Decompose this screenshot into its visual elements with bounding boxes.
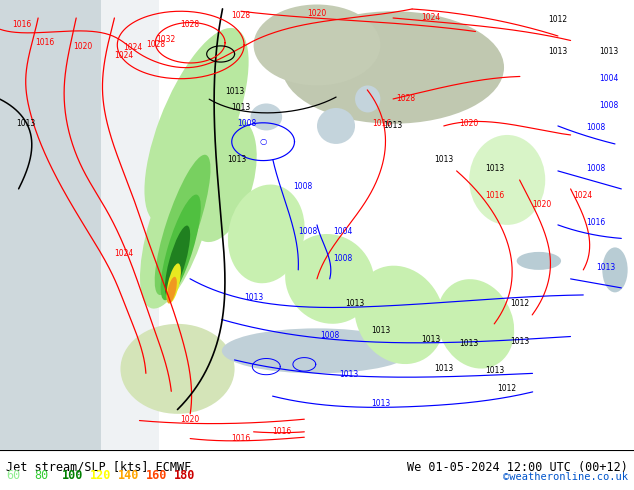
Text: ○: ○ (259, 137, 267, 146)
Text: 1013: 1013 (371, 326, 390, 335)
Text: 1013: 1013 (16, 119, 35, 128)
Ellipse shape (120, 324, 235, 414)
Text: 1013: 1013 (434, 364, 453, 373)
Text: 1032: 1032 (157, 35, 176, 44)
Text: 1013: 1013 (422, 335, 441, 344)
Text: 160: 160 (146, 469, 167, 482)
Text: 1024: 1024 (422, 13, 441, 22)
Ellipse shape (355, 85, 380, 112)
Text: 1024: 1024 (114, 249, 133, 258)
Text: 1012: 1012 (510, 299, 529, 308)
Text: 1016: 1016 (35, 38, 54, 47)
Text: 1024: 1024 (114, 51, 133, 60)
Ellipse shape (254, 4, 380, 85)
Ellipse shape (602, 247, 628, 293)
Text: 1013: 1013 (371, 399, 390, 408)
Text: 1013: 1013 (231, 103, 250, 112)
Text: 1016: 1016 (586, 218, 605, 227)
Text: 1004: 1004 (333, 227, 353, 236)
Text: 120: 120 (90, 469, 112, 482)
Text: 1028: 1028 (231, 11, 250, 20)
Ellipse shape (469, 135, 545, 225)
Text: ©weatheronline.co.uk: ©weatheronline.co.uk (503, 472, 628, 482)
Text: 1016: 1016 (273, 427, 292, 436)
Text: 180: 180 (174, 469, 195, 482)
Text: 1028: 1028 (181, 20, 200, 29)
Text: 1013: 1013 (227, 155, 246, 164)
Ellipse shape (160, 195, 201, 300)
Text: 1013: 1013 (346, 299, 365, 308)
Text: 1013: 1013 (599, 47, 618, 56)
Ellipse shape (145, 28, 249, 224)
Text: 1004: 1004 (599, 74, 618, 83)
Text: 1008: 1008 (599, 101, 618, 110)
Text: 1020: 1020 (307, 9, 327, 18)
Ellipse shape (165, 225, 190, 296)
Text: 1016: 1016 (373, 119, 392, 128)
Ellipse shape (228, 185, 305, 283)
Ellipse shape (167, 277, 177, 303)
Bar (0, 0, 158, 450)
Ellipse shape (354, 266, 444, 364)
Text: 1012: 1012 (548, 16, 567, 24)
Ellipse shape (167, 264, 181, 303)
Text: 60: 60 (6, 469, 20, 482)
Text: 1008: 1008 (293, 182, 312, 191)
Ellipse shape (250, 103, 282, 130)
Ellipse shape (517, 252, 561, 270)
Text: 1024: 1024 (124, 43, 143, 52)
Text: 140: 140 (118, 469, 139, 482)
Text: 1008: 1008 (586, 164, 605, 173)
Text: We 01-05-2024 12:00 UTC (00+12): We 01-05-2024 12:00 UTC (00+12) (407, 461, 628, 474)
Text: 1013: 1013 (485, 164, 504, 173)
Text: 1008: 1008 (298, 227, 317, 236)
Text: 1020: 1020 (73, 43, 92, 51)
Text: 1008: 1008 (320, 331, 339, 340)
Text: 1008: 1008 (586, 123, 605, 132)
Bar (0, 0, 101, 450)
Text: 1013: 1013 (225, 87, 244, 97)
Ellipse shape (222, 328, 412, 373)
Text: 80: 80 (34, 469, 48, 482)
Text: 1028: 1028 (396, 94, 415, 103)
Text: 1016: 1016 (485, 191, 504, 200)
Text: 1008: 1008 (333, 254, 352, 263)
Text: 1013: 1013 (596, 263, 615, 272)
Text: 1020: 1020 (460, 119, 479, 128)
Ellipse shape (155, 155, 210, 295)
Text: 1016: 1016 (231, 434, 250, 443)
Text: 1013: 1013 (548, 47, 567, 56)
Text: 1013: 1013 (485, 367, 504, 375)
Text: 1012: 1012 (498, 384, 517, 393)
Text: 1020: 1020 (533, 200, 552, 209)
Ellipse shape (437, 279, 514, 368)
Text: 1008: 1008 (238, 119, 257, 128)
Text: 1016: 1016 (13, 20, 32, 29)
Text: Jet stream/SLP [kts] ECMWF: Jet stream/SLP [kts] ECMWF (6, 461, 191, 474)
Text: 1013: 1013 (460, 340, 479, 348)
Text: 1024: 1024 (574, 191, 593, 200)
Ellipse shape (317, 108, 355, 144)
Text: 1020: 1020 (181, 415, 200, 424)
Text: 1013: 1013 (339, 370, 358, 379)
Ellipse shape (282, 11, 504, 123)
Text: 1013: 1013 (434, 155, 453, 164)
Ellipse shape (187, 118, 257, 242)
Text: 1013: 1013 (244, 294, 263, 302)
Ellipse shape (285, 234, 374, 324)
Text: 100: 100 (62, 469, 84, 482)
Text: 1013: 1013 (510, 337, 529, 346)
Text: 1028: 1028 (146, 41, 165, 49)
Ellipse shape (140, 141, 215, 309)
Text: 1013: 1013 (384, 121, 403, 130)
